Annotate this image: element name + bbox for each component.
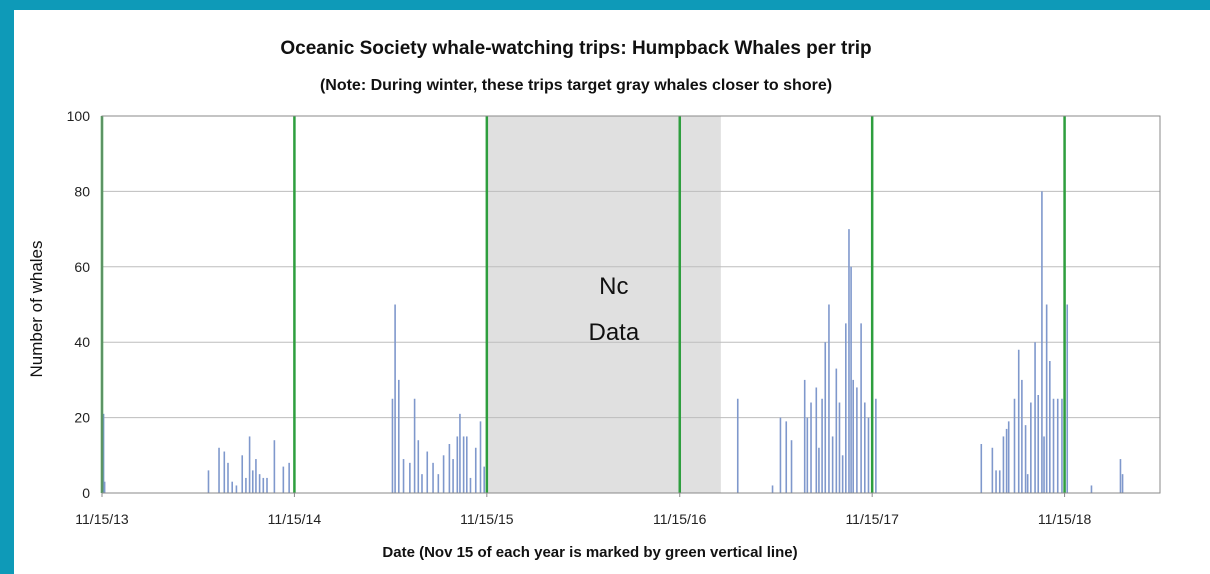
x-tick-label: 11/15/14 <box>268 511 322 527</box>
whale-trips-chart: Oceanic Society whale-watching trips: Hu… <box>27 38 1161 561</box>
plot-border <box>101 115 1161 494</box>
y-axis-label: Number of whales <box>27 240 46 377</box>
plot-area: 0 20 40 60 80 100 11/15/13 11/15/14 11/15/15 11/1… <box>67 108 1161 527</box>
chart-frame: Oceanic Society whale-watching trips: Hu… <box>14 10 1210 574</box>
y-tick-label: 80 <box>74 183 90 199</box>
no-data-label-line2: Data <box>588 319 639 346</box>
chart-title: Oceanic Society whale-watching trips: Hu… <box>280 38 871 59</box>
y-tick-label: 20 <box>74 410 90 426</box>
x-tick-label: 11/15/15 <box>460 511 514 527</box>
y-tick-label: 40 <box>74 334 90 350</box>
no-data-region <box>486 116 721 493</box>
no-data-label-line1: Nc <box>599 273 628 300</box>
x-tick-label: 11/15/16 <box>653 511 707 527</box>
y-tick-label: 0 <box>82 485 90 501</box>
x-tick-label: 11/15/18 <box>1038 511 1092 527</box>
x-tick-label: 11/15/17 <box>845 511 899 527</box>
x-axis-label: Date (Nov 15 of each year is marked by g… <box>382 544 797 561</box>
chart-subtitle: (Note: During winter, these trips target… <box>320 77 832 94</box>
y-tick-label: 100 <box>67 108 91 124</box>
x-tick-label: 11/15/13 <box>75 511 129 527</box>
y-tick-label: 60 <box>74 259 90 275</box>
